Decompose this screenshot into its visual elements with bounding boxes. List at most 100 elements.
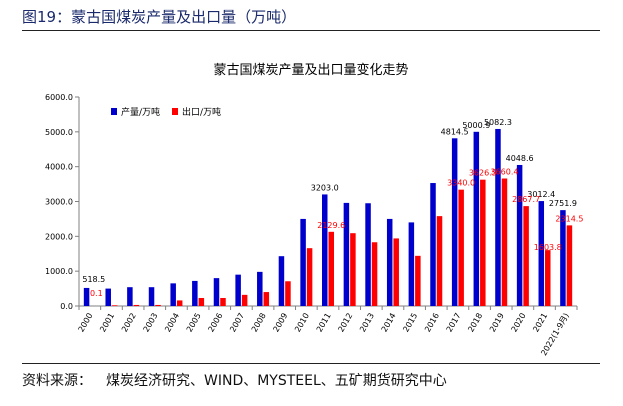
- bar-production: [538, 201, 545, 306]
- x-tick-label: 2002: [120, 312, 138, 334]
- data-label-production: 3203.0: [311, 183, 339, 192]
- bar-export: [306, 248, 313, 306]
- x-tick-label: 2000: [77, 312, 95, 334]
- top-rule: [22, 30, 600, 31]
- bar-export: [133, 304, 140, 306]
- data-label-production: 2751.9: [549, 199, 577, 208]
- y-tick-label: 3000.0: [45, 198, 73, 207]
- bar-export: [285, 281, 291, 306]
- x-tick-label: 2001: [98, 312, 116, 334]
- legend: 产量/万吨 出口/万吨: [111, 106, 221, 118]
- y-tick-label: 4000.0: [45, 163, 73, 172]
- x-tick-label: 2008: [250, 312, 268, 334]
- bar-production: [170, 283, 176, 306]
- bar-export: [176, 300, 183, 306]
- data-label-export: 3626.5: [469, 169, 497, 178]
- data-label-export: 2129.6: [317, 221, 345, 230]
- bar-export: [155, 304, 161, 306]
- x-tick-label: 2018: [466, 312, 484, 334]
- x-tick-label: 2021: [531, 312, 549, 334]
- data-label-production: 3012.4: [527, 190, 555, 199]
- bar-export: [198, 297, 205, 306]
- legend-label-export: 出口/万吨: [182, 106, 221, 118]
- source-label: 资料来源：: [22, 373, 92, 389]
- bar-export: [545, 250, 551, 306]
- chart-title: 蒙古国煤炭产量及出口量变化走势: [213, 62, 408, 78]
- x-tick-label: 2019: [488, 312, 506, 334]
- bar-production: [322, 194, 328, 306]
- bar-production: [105, 288, 111, 306]
- data-label-export: 3660.4: [490, 167, 518, 176]
- x-tick-label: 2005: [185, 312, 203, 334]
- bar-export: [263, 292, 270, 306]
- bar-export: [458, 189, 464, 306]
- bar-export: [241, 294, 248, 306]
- data-label-export: 3340.0: [447, 179, 475, 188]
- x-tick-label: 2012: [336, 312, 354, 334]
- x-tick-label: 2004: [163, 312, 181, 334]
- source-text: 煤炭经济研究、WIND、MYSTEEL、五矿期货研究中心: [106, 373, 447, 389]
- bar-production: [473, 131, 480, 306]
- x-tick-label: 2020: [510, 312, 528, 334]
- y-tick-label: 6000.0: [45, 93, 73, 102]
- bars: [83, 128, 573, 306]
- bar-production: [257, 271, 263, 306]
- bar-export: [415, 255, 421, 306]
- bar-production: [408, 222, 415, 306]
- bar-production: [83, 287, 90, 306]
- data-label-export: 2867.7: [512, 195, 540, 204]
- x-tick-label: 2006: [206, 312, 224, 334]
- bar-production: [386, 218, 393, 306]
- data-label-production: 5082.3: [484, 118, 512, 127]
- figure-title: 图19：蒙古国煤炭产量及出口量（万吨）: [22, 8, 297, 26]
- x-tick-label: 2010: [293, 312, 311, 334]
- bar-production: [127, 287, 133, 306]
- x-tick-label: 2015: [401, 312, 419, 334]
- data-label-production: 4814.5: [441, 127, 469, 136]
- bar-export: [523, 206, 529, 306]
- bar-export: [111, 305, 118, 306]
- bar-production: [516, 164, 523, 306]
- y-tick-label: 1000.0: [45, 267, 73, 276]
- legend-label-production: 产量/万吨: [121, 106, 160, 118]
- data-label-export: 2314.5: [555, 214, 583, 223]
- bar-production: [300, 218, 306, 306]
- bar-export: [393, 238, 399, 306]
- y-tick-label: 0.0: [60, 302, 73, 311]
- bar-production: [278, 256, 285, 306]
- bottom-rule: [22, 363, 600, 364]
- bar-export: [566, 225, 573, 306]
- x-tick-label: 2017: [445, 312, 463, 334]
- bar-production: [343, 202, 350, 306]
- bar-production: [213, 278, 220, 306]
- bar-export: [220, 297, 226, 306]
- y-tick-label: 5000.0: [45, 128, 73, 137]
- bar-export: [350, 233, 356, 306]
- bar-production: [430, 183, 436, 306]
- data-label-production: 4048.6: [506, 154, 534, 163]
- axes: 0.0 1000.0 2000.0 3000.0 4000.0 5000.0 6000.0: [45, 93, 578, 311]
- x-tick-label: 2007: [228, 312, 246, 334]
- data-label-production: 518.5: [82, 275, 105, 284]
- y-tick-label: 2000.0: [45, 232, 73, 241]
- x-tick-label: 2009: [271, 312, 289, 334]
- bar-export: [480, 179, 486, 306]
- legend-swatch-production: [111, 108, 117, 115]
- data-label-export: 0.1: [90, 289, 103, 298]
- x-tick-label: 2011: [315, 312, 333, 334]
- bar-production: [495, 128, 501, 306]
- x-tick-label: 2003: [142, 312, 160, 334]
- data-label-production: 5000.9: [462, 121, 490, 130]
- bar-production: [148, 287, 155, 306]
- x-tick-label: 2016: [423, 312, 441, 334]
- bar-production: [451, 138, 458, 306]
- bar-production: [235, 274, 241, 306]
- bar-production: [560, 210, 566, 306]
- x-tick-label: 2013: [358, 312, 376, 334]
- bar-export: [501, 178, 508, 306]
- x-tick-label: 2014: [380, 312, 398, 334]
- bar-production: [365, 203, 371, 306]
- bar-production: [192, 280, 198, 306]
- x-tick-labels: 2000 2001 2002 2003 2004 2005 2006 2007 2008 2009…: [77, 312, 571, 358]
